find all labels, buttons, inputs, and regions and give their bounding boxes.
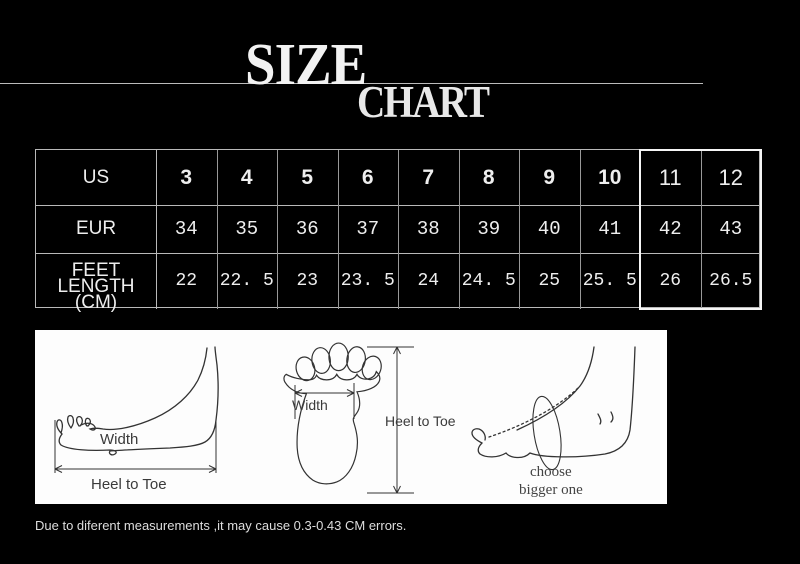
- svg-text:Heel to Toe: Heel to Toe: [91, 476, 167, 493]
- svg-text:Width: Width: [100, 431, 138, 448]
- svg-text:Heel to Toe: Heel to Toe: [385, 413, 456, 429]
- svg-text:Width: Width: [292, 397, 328, 413]
- svg-text:bigger one: bigger one: [519, 482, 583, 498]
- svg-text:choose: choose: [530, 464, 572, 480]
